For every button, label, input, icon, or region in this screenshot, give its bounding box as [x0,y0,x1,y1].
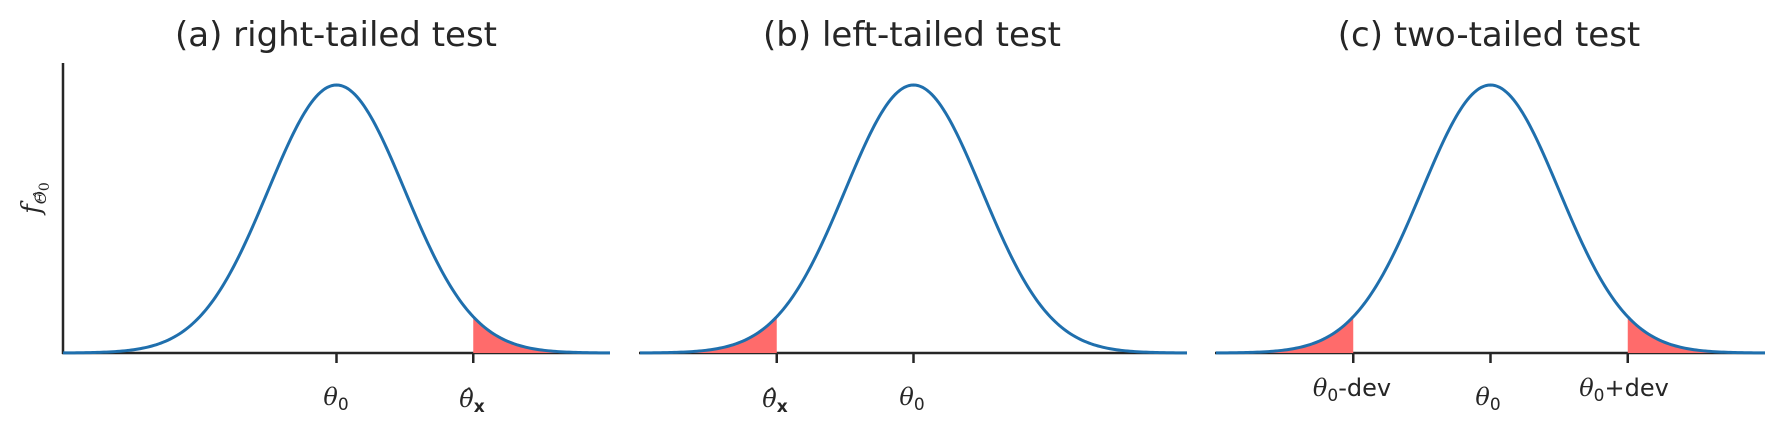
x-tick-label-theta0-c: θ0 [1475,383,1500,415]
marks-c [1215,83,1766,363]
density-curve [62,83,611,355]
x-tick-label-thetahat-x-b: θ̂x [762,385,787,417]
x-tick-label-theta0-a: θ0 [323,383,348,415]
marks-b [639,83,1188,363]
panel-two-tailed: (c) two-tailed test θ0-dev θ0 θ0+dev [1215,15,1766,415]
tail-region-1 [473,316,610,353]
panel-title-c: (c) two-tailed test [1338,15,1641,55]
panel-right-tailed: (a) right-tailed test fΘ̂0 θ0 θ̂x [17,15,611,417]
panel-title-a: (a) right-tailed test [175,15,497,55]
y-axis-label: fΘ̂0 [17,182,53,216]
tail-region-2 [1627,316,1765,353]
x-tick-label-theta0-plus-dev: θ0+dev [1579,374,1669,406]
density-curve [639,83,1188,355]
density-curve [1215,83,1766,355]
panel-left-tailed: (b) left-tailed test θ̂x θ0 [639,15,1188,417]
panel-title-b: (b) left-tailed test [763,15,1061,55]
tail-region-1 [640,316,777,353]
tail-region-1 [1216,316,1354,353]
x-tick-label-thetahat-x-a: θ̂x [459,385,484,417]
x-tick-label-theta0-b: θ0 [899,383,924,415]
x-tick-label-theta0-minus-dev: θ0-dev [1313,374,1391,406]
marks-a [62,83,611,363]
